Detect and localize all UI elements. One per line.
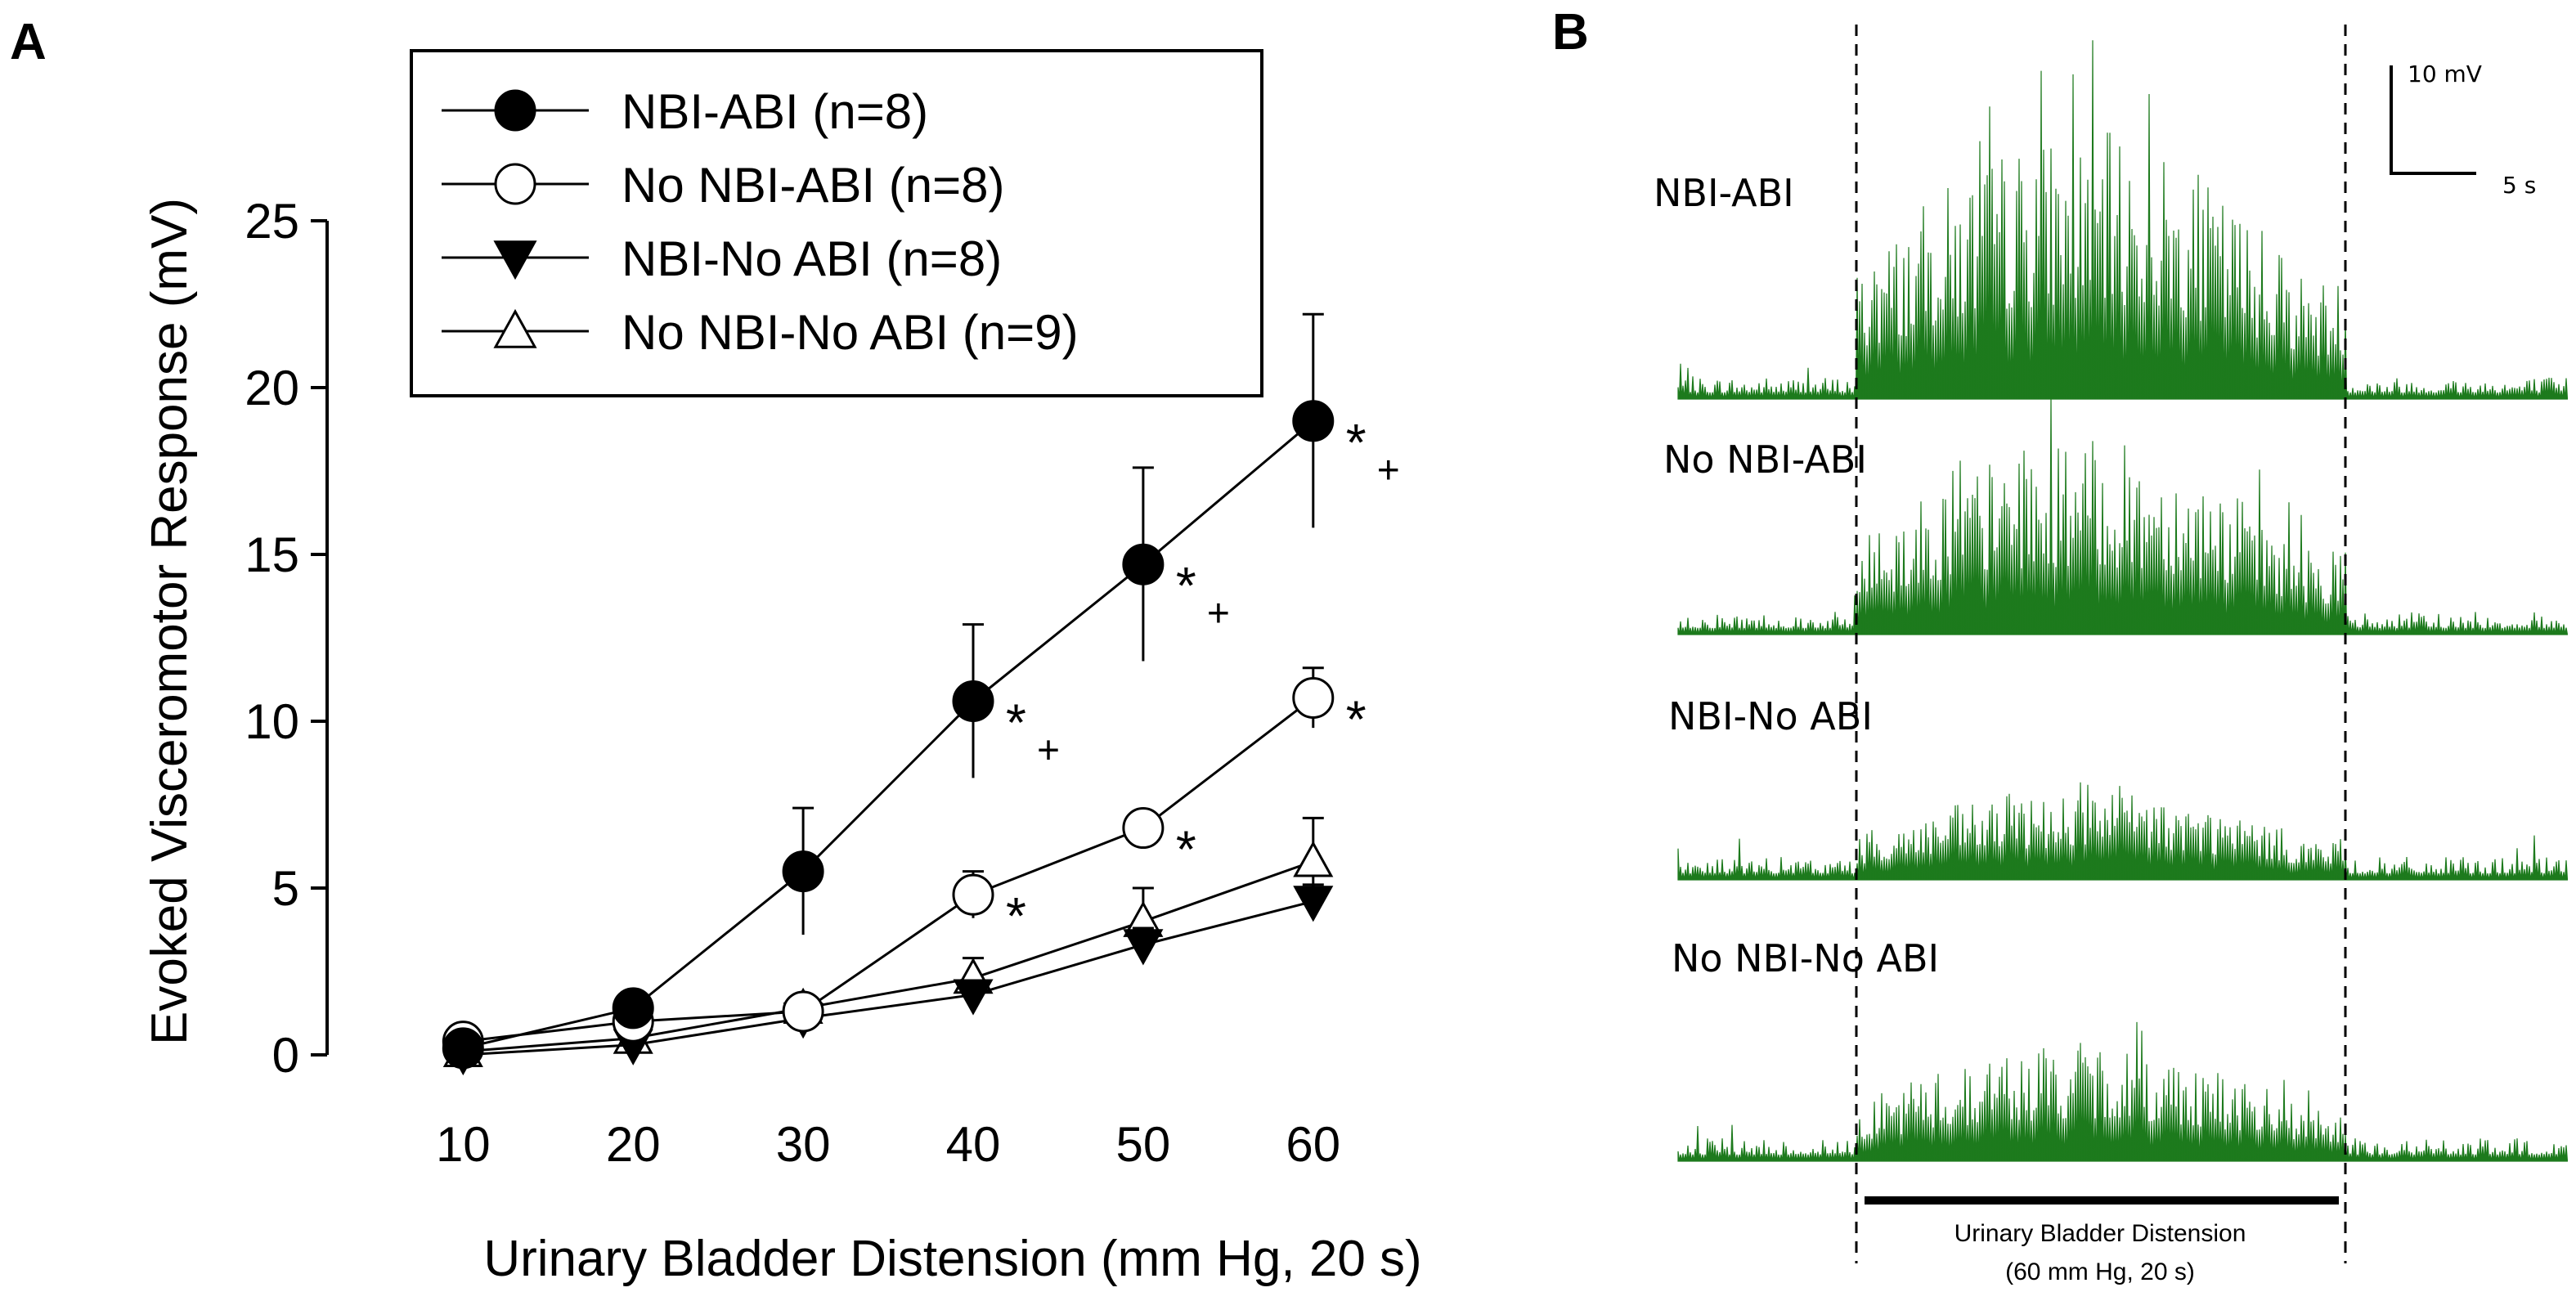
line-chart-panel-a: 0 5 10 15 20 25 10 20 30 40 50 60 Evoked Visceromot…	[141, 49, 1422, 1287]
data-point-open-circle	[782, 990, 824, 1033]
significance-star: *	[1006, 886, 1026, 945]
significance-plus: +	[1037, 729, 1060, 773]
trace-label: No NBI-ABI	[1663, 437, 1867, 482]
scale-bar: 10 mV 5 s	[2390, 61, 2536, 199]
y-tick-label: 15	[245, 527, 299, 582]
emg-trace	[1677, 1021, 2569, 1162]
data-point-open-circle	[494, 163, 536, 205]
trace-group: NBI-ABI No NBI-ABI NBI-No ABI No NBI-No ABI	[1654, 40, 2569, 1162]
x-tick-label: 30	[776, 1117, 831, 1172]
series-line	[463, 859, 1314, 1053]
data-point-open-triangle-up	[493, 308, 537, 348]
data-point-filled-circle	[782, 850, 824, 893]
data-point-filled-circle	[952, 680, 994, 723]
x-tick-label: 40	[946, 1117, 1001, 1172]
legend-entry-label: NBI-ABI (n=8)	[622, 84, 928, 139]
y-tick-label: 0	[272, 1028, 299, 1083]
y-tick-label: 25	[245, 194, 299, 249]
data-series-group: **** +* +* +	[442, 312, 1400, 1076]
significance-star: *	[1346, 413, 1367, 472]
series-3	[442, 883, 1334, 1076]
series-line	[463, 697, 1314, 1043]
data-point-filled-circle	[494, 89, 536, 132]
data-point-filled-triangle-down	[953, 979, 994, 1016]
data-point-filled-triangle-down	[493, 240, 537, 280]
y-axis-title: Evoked Visceromotor Response (mV)	[141, 198, 198, 1045]
x-tick-label: 60	[1286, 1117, 1340, 1172]
legend: NBI-ABI (n=8) No NBI-ABI (n=8) NBI-No ABI …	[410, 49, 1263, 397]
legend-entry-label: No NBI-ABI (n=8)	[622, 158, 1005, 213]
legend-entry-label: NBI-No ABI (n=8)	[622, 231, 1002, 286]
data-point-filled-circle	[442, 1027, 484, 1070]
data-point-filled-circle	[1292, 400, 1335, 442]
scale-bar-vertical-label: 10 mV	[2408, 61, 2482, 87]
y-tick-label: 10	[245, 694, 299, 749]
series-1: * +* +* +	[442, 312, 1400, 1070]
significance-plus: +	[1207, 592, 1230, 635]
data-point-open-circle	[952, 873, 994, 916]
x-tick-label: 50	[1116, 1117, 1171, 1172]
stimulus-label-line2: (60 mm Hg, 20 s)	[2005, 1258, 2195, 1285]
significance-plus: +	[1377, 449, 1400, 492]
significance-star: *	[1176, 556, 1196, 615]
series-line	[463, 899, 1314, 1057]
data-point-filled-circle	[612, 987, 654, 1030]
panel-label-b: B	[1552, 4, 1589, 61]
trace-label: No NBI-No ABI	[1672, 936, 1939, 980]
stimulus-label-line1: Urinary Bladder Distension	[1954, 1220, 2246, 1247]
data-point-filled-circle	[1122, 543, 1165, 585]
emg-trace	[1677, 393, 2569, 635]
emg-traces-panel-b: NBI-ABI No NBI-ABI NBI-No ABI No NBI-No ABI…	[1654, 25, 2569, 1285]
data-point-open-circle	[1122, 807, 1165, 850]
trace-label: NBI-No ABI	[1668, 694, 1873, 738]
y-tick-label: 5	[272, 861, 299, 916]
y-tick-label: 20	[245, 361, 299, 415]
legend-entry-label: No NBI-No ABI (n=9)	[622, 305, 1079, 360]
series-line	[462, 419, 1314, 1050]
emg-trace	[1677, 782, 2569, 881]
data-point-filled-triangle-down	[1123, 929, 1164, 966]
data-point-open-triangle-up	[1293, 841, 1334, 877]
data-point-filled-triangle-down	[1293, 886, 1334, 922]
scale-bar-lines	[2390, 65, 2476, 175]
legend-frame	[410, 49, 1263, 397]
emg-trace	[1677, 40, 2569, 400]
significance-star: *	[1176, 820, 1196, 879]
data-point-open-circle	[1292, 676, 1335, 719]
series-2: * * *	[442, 666, 1367, 1063]
chart-axes: 0 5 10 15 20 25 10 20 30 40 50 60	[245, 194, 1340, 1172]
significance-star: *	[1346, 689, 1367, 748]
significance-star: *	[1006, 693, 1026, 752]
scale-bar-horizontal-label: 5 s	[2502, 172, 2536, 199]
panel-label-a: A	[10, 14, 47, 70]
x-tick-label: 10	[436, 1117, 491, 1172]
x-axis-title: Urinary Bladder Distension (mm Hg, 20 s)	[483, 1231, 1421, 1287]
x-tick-label: 20	[606, 1117, 661, 1172]
trace-label: NBI-ABI	[1654, 171, 1794, 215]
